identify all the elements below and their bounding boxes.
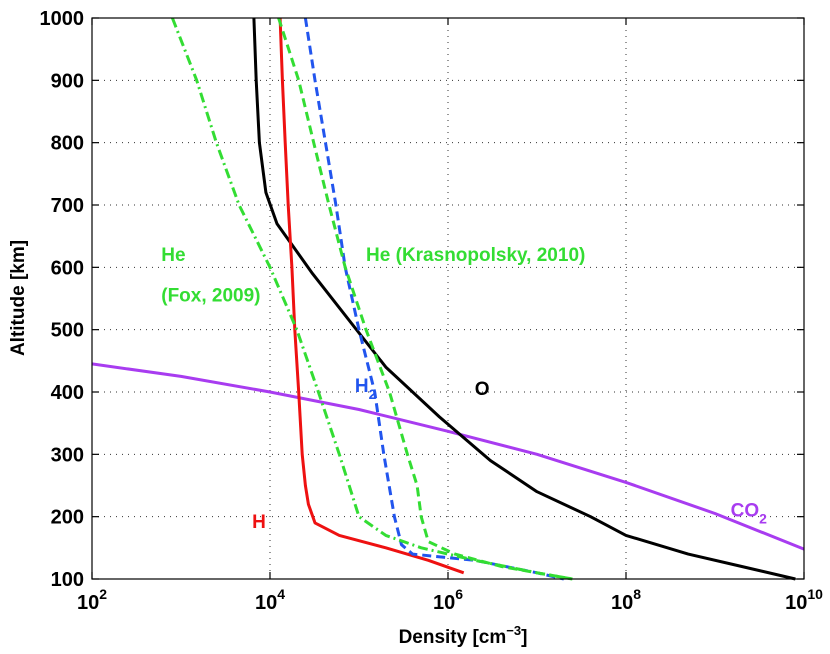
series-label-h2: H2 xyxy=(355,376,377,402)
axis-ticks xyxy=(91,17,805,580)
y-tick-label: 400 xyxy=(51,382,84,404)
x-axis-tick-labels: 102 104 106 108 1010 xyxy=(77,586,823,614)
y-axis-tick-labels: 100 200 300 400 500 600 700 800 900 1000 xyxy=(40,8,85,591)
y-tick-label: 100 xyxy=(51,569,84,591)
series-label-o: O xyxy=(475,379,490,400)
y-tick-label: 600 xyxy=(51,257,84,279)
series-label-he_fox_label1: He xyxy=(161,245,185,266)
y-tick-label: 700 xyxy=(51,195,84,217)
series-line-he_fox xyxy=(171,17,573,581)
series-line-co2 xyxy=(91,362,805,551)
y-axis-title: Altitude [km] xyxy=(8,240,29,356)
series-label-he_kras_label: He (Krasnopolsky, 2010) xyxy=(366,245,585,266)
x-tick-label: 1010 xyxy=(785,586,823,614)
x-tick-label: 102 xyxy=(77,586,107,614)
series-line-he_kras xyxy=(277,17,573,581)
series-label-h: H xyxy=(252,512,266,533)
y-tick-label: 200 xyxy=(51,507,84,529)
y-tick-label: 900 xyxy=(51,70,84,92)
x-tick-label: 106 xyxy=(433,586,463,614)
series-label-co2: CO2 xyxy=(731,501,768,527)
series-line-h xyxy=(278,17,465,575)
series-lines xyxy=(91,17,805,581)
series-labels: CO2 O H H2 He (Krasnopolsky, 2010) He (Fox, 20… xyxy=(161,245,767,533)
x-tick-label: 108 xyxy=(611,586,641,614)
x-axis-title: Density [cm−3] xyxy=(399,623,528,648)
series-line-h2 xyxy=(303,17,565,581)
x-tick-label: 104 xyxy=(255,586,285,614)
y-tick-label: 300 xyxy=(51,444,84,466)
y-tick-label: 800 xyxy=(51,133,84,155)
y-tick-label: 1000 xyxy=(40,8,85,30)
series-line-o xyxy=(252,17,796,581)
y-tick-label: 500 xyxy=(51,320,84,342)
series-label-he_fox_label2: (Fox, 2009) xyxy=(161,286,260,307)
